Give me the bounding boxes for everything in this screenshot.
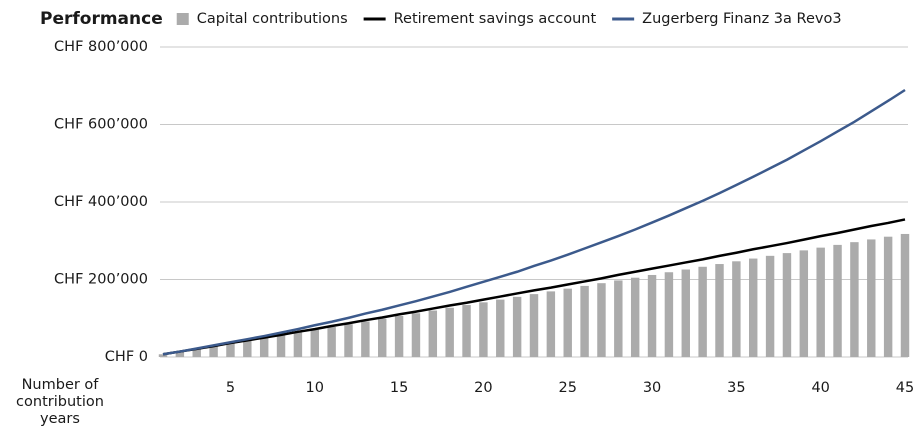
bar [850, 242, 859, 357]
y-tick-label: CHF 200’000 [54, 272, 148, 288]
bar [580, 285, 589, 357]
bar [226, 343, 235, 357]
bar [799, 250, 809, 357]
bar [867, 239, 876, 357]
page: {"chart_data": { "type": "bar", "title":… [16, 9, 915, 427]
bar [175, 351, 185, 357]
bar [209, 346, 218, 357]
bar [614, 280, 623, 357]
x-tick-label: 30 [643, 380, 661, 396]
bar [765, 255, 775, 357]
x-tick-label: 5 [226, 380, 235, 396]
bar [833, 244, 842, 357]
bar [782, 253, 792, 357]
bar [698, 266, 707, 357]
legend-label: Zugerberg Finanz 3a Revo3 [642, 11, 841, 27]
bar [681, 269, 690, 357]
y-tick-label: CHF 400’000 [54, 194, 148, 210]
x-tick-label: 15 [390, 380, 408, 396]
y-tick-label: CHF 600’000 [54, 117, 148, 133]
bar [378, 318, 387, 357]
x-tick-label: 20 [474, 380, 492, 396]
bar [479, 302, 488, 357]
bar [428, 310, 438, 357]
bar [597, 283, 606, 357]
bar [310, 329, 319, 357]
bar [192, 348, 201, 357]
bar [816, 247, 825, 357]
legend-label: Retirement savings account [394, 11, 597, 27]
bar [630, 277, 640, 357]
bar [749, 258, 758, 357]
chart-title: Performance [40, 9, 163, 29]
bar [462, 305, 471, 357]
bar [394, 315, 404, 357]
x-tick-label: 40 [811, 380, 829, 396]
y-tick-label: CHF 0 [105, 349, 148, 365]
bar [647, 274, 657, 357]
bar [883, 236, 893, 357]
x-tick-label: 45 [896, 380, 914, 396]
bar [293, 332, 303, 357]
chart: Performance CHF 0 CHF 200’000 CHF 400’000 C… [40, 9, 914, 396]
line [162, 218, 906, 356]
bar [158, 354, 168, 357]
bar [732, 261, 741, 357]
x-tick-label: 10 [306, 380, 324, 396]
bar [900, 233, 910, 357]
x-tick-label: 35 [727, 380, 745, 396]
bar [664, 272, 674, 357]
bar [546, 291, 556, 357]
bar [715, 264, 724, 357]
x-axis-label: Number of contribution years [16, 377, 104, 427]
bar [344, 324, 353, 357]
bar [529, 294, 539, 357]
bar [411, 313, 421, 357]
bar [512, 296, 522, 357]
legend-swatch [176, 13, 189, 25]
bar [259, 337, 269, 357]
x-tick-label: 25 [559, 380, 577, 396]
bar [445, 307, 454, 357]
bar [563, 288, 572, 357]
line [162, 88, 906, 356]
y-tick-label: CHF 800’000 [54, 39, 148, 55]
bar [327, 326, 336, 357]
bar [276, 335, 286, 357]
bar [361, 321, 370, 357]
legend-label: Capital contributions [197, 11, 348, 27]
bar [496, 299, 505, 357]
bar [243, 340, 252, 357]
